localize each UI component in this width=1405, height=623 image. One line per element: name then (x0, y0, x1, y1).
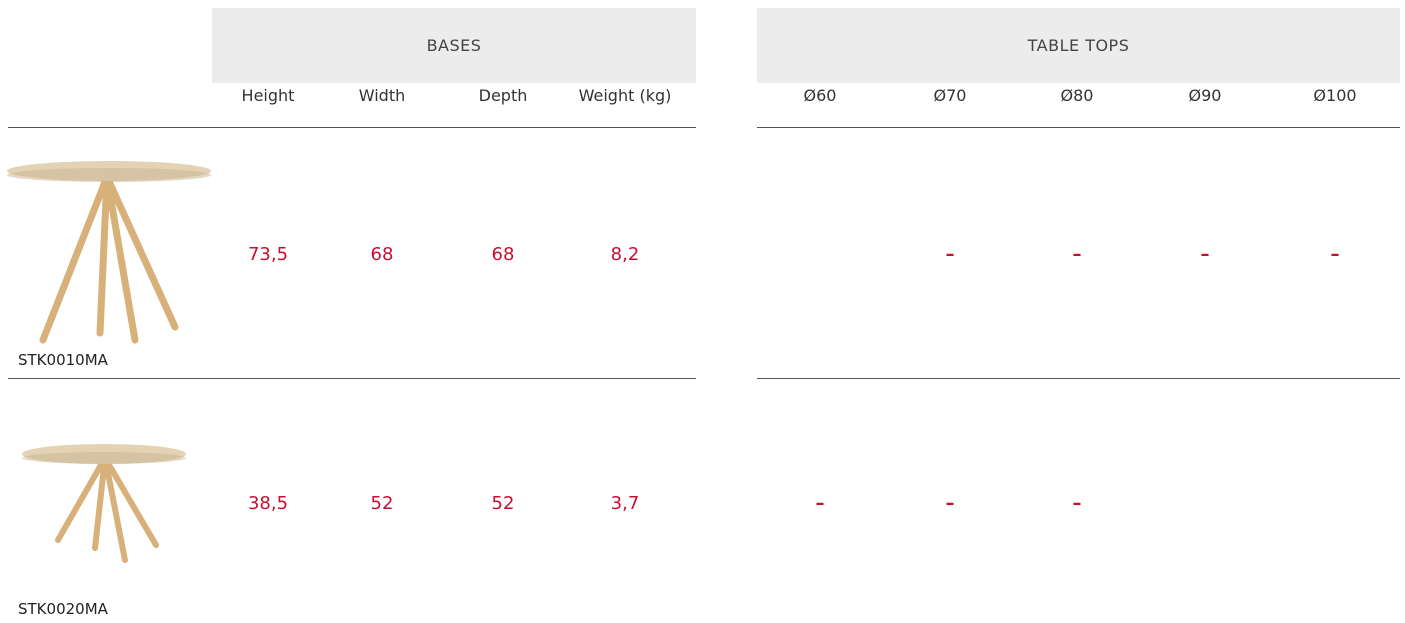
column-header: Ø100 (1275, 86, 1395, 105)
availability-mark: – (1017, 244, 1137, 265)
base-value: 73,5 (208, 244, 328, 265)
product-code: STK0020MA (18, 600, 108, 618)
column-header: Height (208, 86, 328, 105)
column-header: Ø90 (1145, 86, 1265, 105)
availability-mark: – (1145, 244, 1265, 265)
rule (757, 127, 1400, 128)
product-code: STK0010MA (18, 351, 108, 369)
group-header: BASES (212, 8, 696, 83)
column-header: Weight (kg) (565, 86, 685, 105)
rule (8, 127, 696, 128)
base-value: 38,5 (208, 493, 328, 514)
availability-mark: – (1275, 244, 1395, 265)
availability-mark: – (1017, 493, 1137, 514)
base-value: 68 (443, 244, 563, 265)
base-value: 3,7 (565, 493, 685, 514)
column-header: Ø60 (760, 86, 880, 105)
product-image (5, 155, 215, 345)
column-header: Ø70 (890, 86, 1010, 105)
product-image (20, 440, 190, 570)
base-value: 52 (322, 493, 442, 514)
column-header: Ø80 (1017, 86, 1137, 105)
availability-mark: – (760, 493, 880, 514)
group-header: TABLE TOPS (757, 8, 1400, 83)
availability-mark: – (890, 244, 1010, 265)
base-value: 52 (443, 493, 563, 514)
availability-mark: – (890, 493, 1010, 514)
column-header: Width (322, 86, 442, 105)
column-header: Depth (443, 86, 563, 105)
page: BASES TABLE TOPS (() => { const data = J… (0, 0, 1405, 623)
base-value: 8,2 (565, 244, 685, 265)
rule (8, 378, 696, 379)
base-value: 68 (322, 244, 442, 265)
rule (757, 378, 1400, 379)
